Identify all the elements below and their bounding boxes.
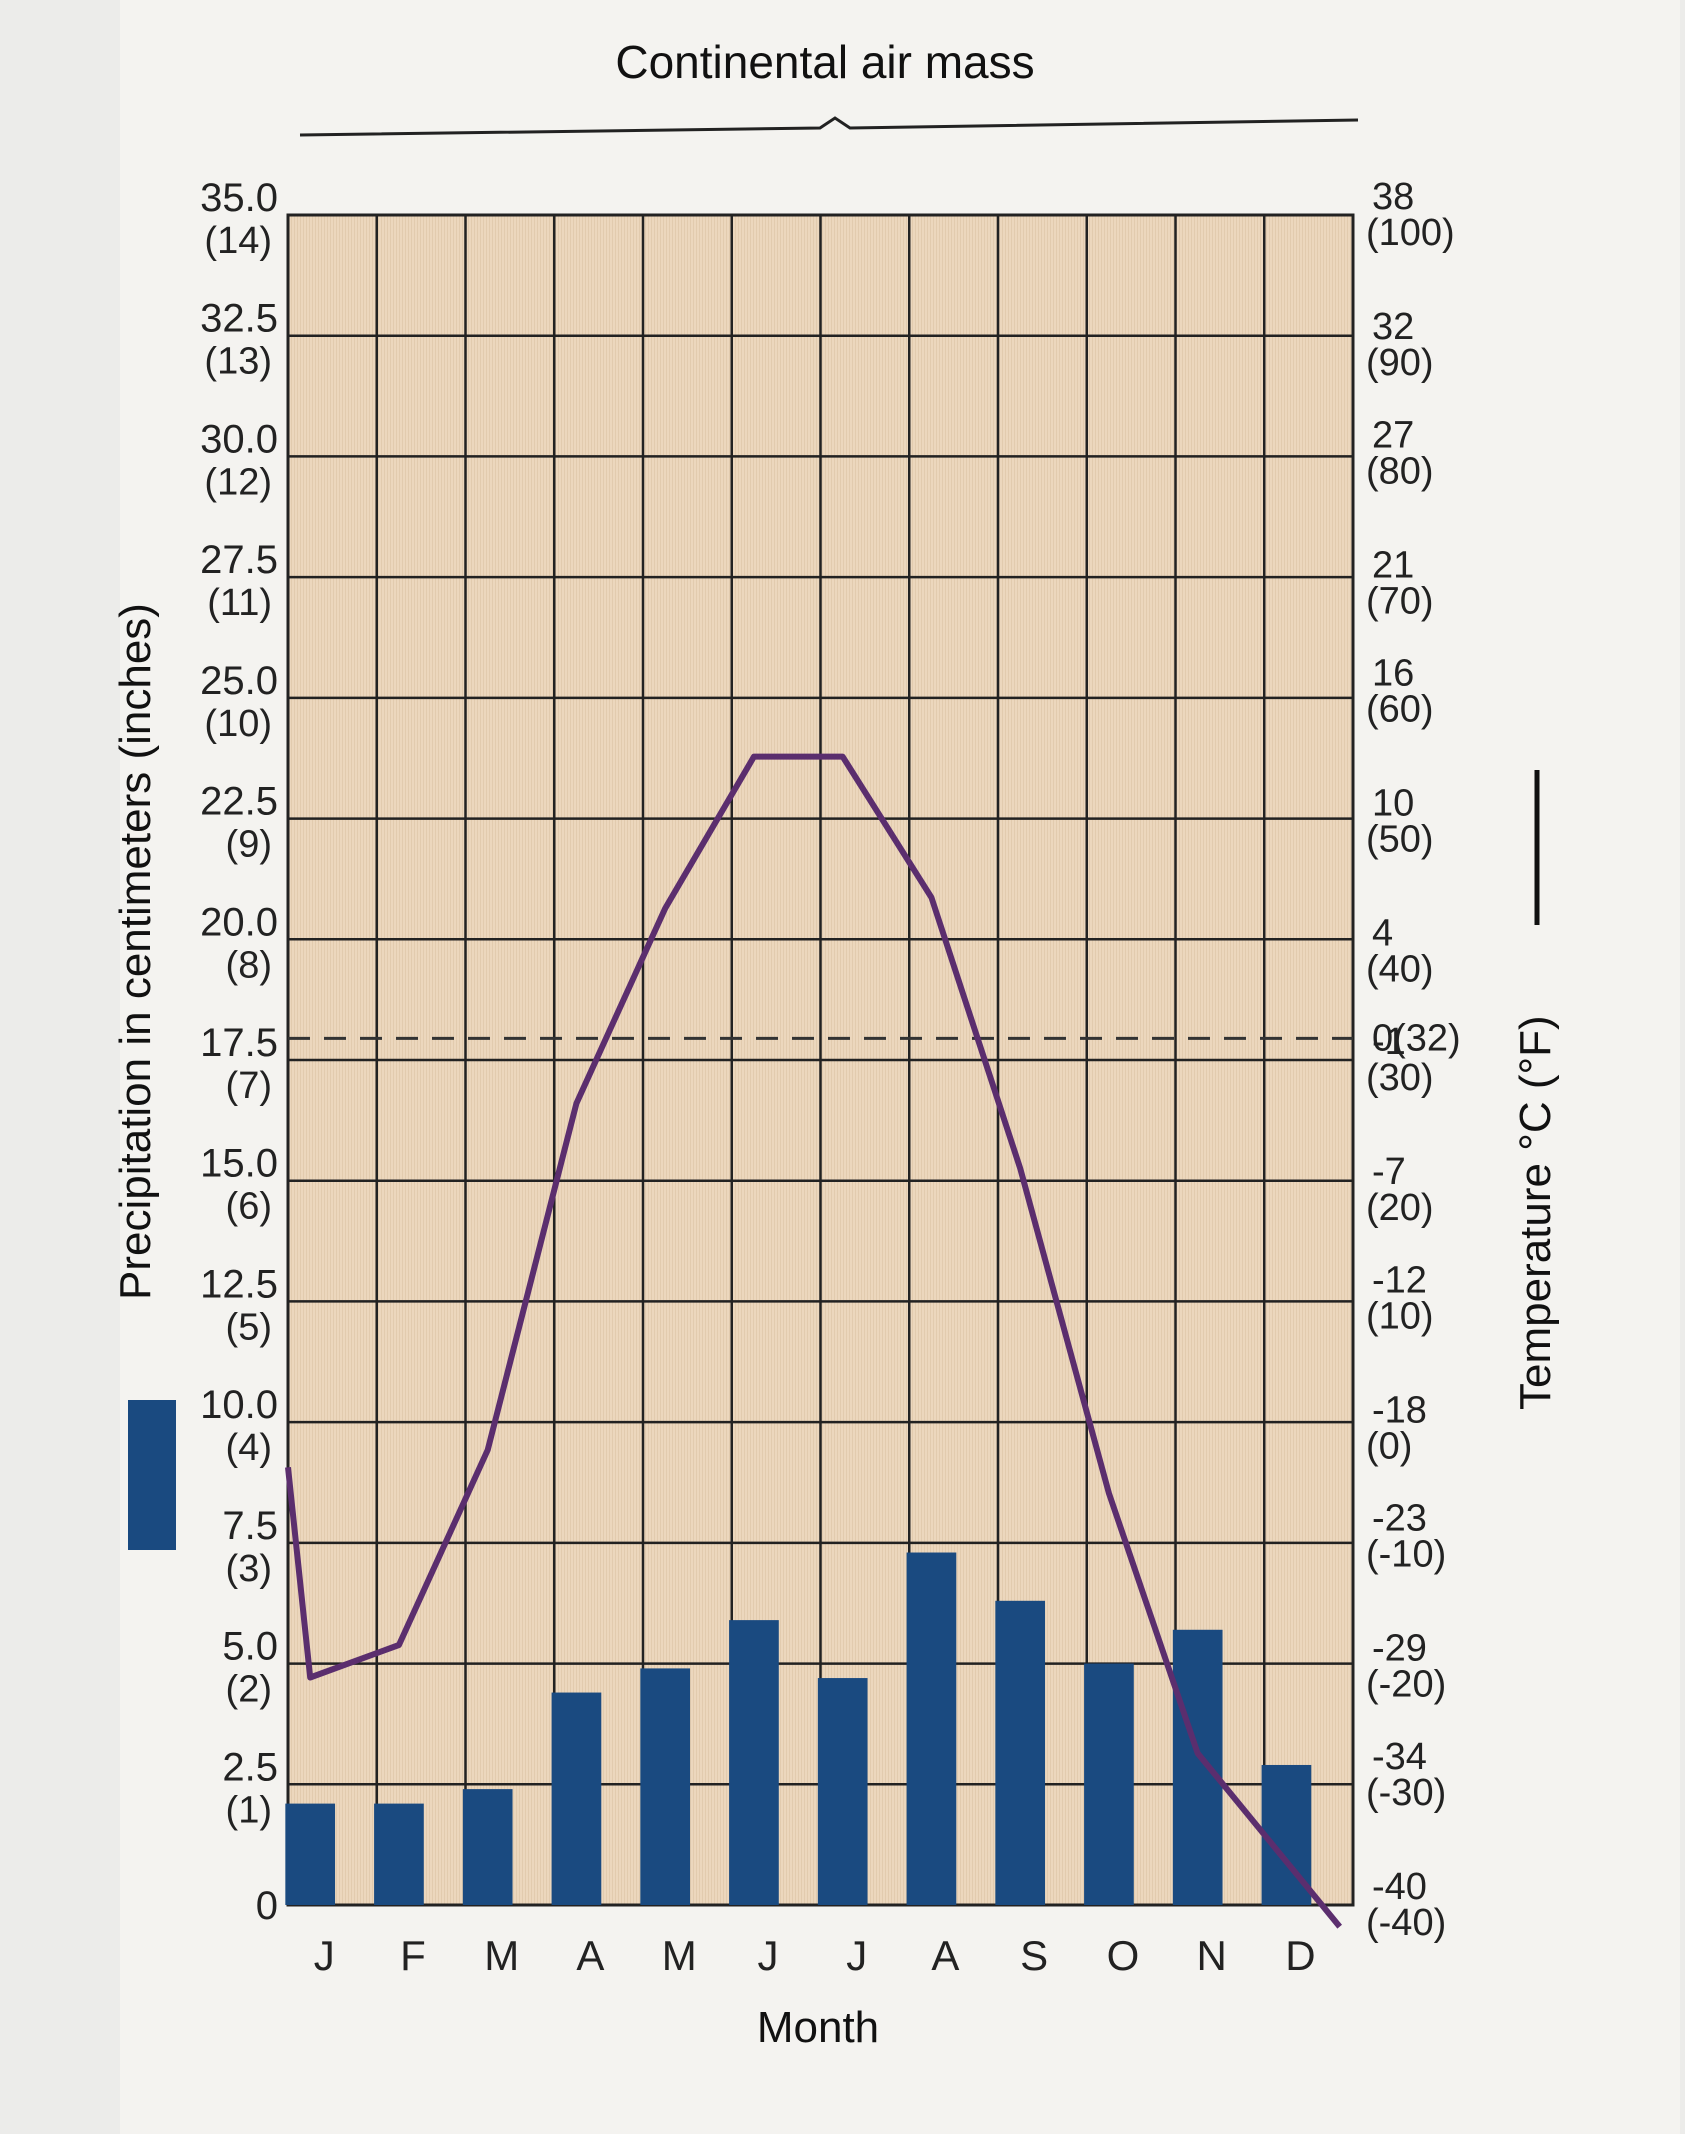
precipitation-bar	[374, 1803, 424, 1905]
left-tick-label: 27.5	[200, 538, 278, 582]
month-tick-label: O	[1107, 1932, 1140, 1979]
right-tick-label: -1	[1372, 1021, 1406, 1063]
right-tick-sublabel: (-20)	[1366, 1664, 1446, 1706]
right-tick-sublabel: (10)	[1366, 1295, 1434, 1337]
left-tick-label: 17.5	[200, 1021, 278, 1065]
month-tick-label: A	[576, 1932, 604, 1979]
left-tick-sublabel: (1)	[226, 1789, 272, 1831]
left-tick-label: 0	[256, 1884, 278, 1928]
left-tick-sublabel: (2)	[226, 1669, 272, 1711]
left-tick-label: 25.0	[200, 659, 278, 703]
precipitation-bar	[995, 1600, 1046, 1905]
left-tick-sublabel: (14)	[204, 220, 272, 262]
right-axis-label: Temperature °C (°F)	[1511, 1015, 1560, 1410]
left-axis-ticks: 0 2.5(1) 5.0(2) 7.5(3) 10.0(4) 12.5(5) 15.0(6)…	[200, 176, 278, 1928]
left-tick-sublabel: (7)	[226, 1065, 272, 1107]
x-axis-label: Month	[757, 2003, 879, 2052]
left-tick-label: 30.0	[200, 417, 278, 461]
month-tick-label: N	[1197, 1932, 1227, 1979]
right-tick-sublabel: (90)	[1366, 342, 1434, 384]
right-tick-sublabel: (20)	[1366, 1187, 1434, 1229]
left-tick-sublabel: (5)	[226, 1306, 272, 1348]
precipitation-bar	[551, 1692, 602, 1905]
left-tick-label: 5.0	[222, 1625, 278, 1669]
right-tick-label: -29	[1372, 1628, 1427, 1670]
right-tick-label: 16	[1372, 653, 1414, 695]
month-tick-label: M	[662, 1932, 697, 1979]
legend-precipitation-swatch	[128, 1400, 176, 1550]
left-tick-label: 35.0	[200, 176, 278, 220]
month-tick-label: D	[1285, 1932, 1315, 1979]
right-tick-label: -23	[1372, 1498, 1427, 1540]
precipitation-bar	[640, 1668, 691, 1905]
right-tick-label: 0(32)	[1372, 1017, 1461, 1059]
left-tick-sublabel: (12)	[204, 461, 272, 503]
right-tick-sublabel: (30)	[1366, 1057, 1434, 1099]
left-tick-sublabel: (11)	[207, 582, 272, 624]
left-tick-label: 20.0	[200, 900, 278, 944]
right-tick-label: 10	[1372, 783, 1414, 825]
precipitation-bar	[285, 1803, 336, 1905]
left-tick-sublabel: (13)	[204, 341, 272, 383]
right-tick-label: 27	[1372, 414, 1414, 456]
month-tick-label: J	[846, 1932, 867, 1979]
right-tick-label: 4	[1372, 913, 1393, 955]
left-tick-sublabel: (4)	[226, 1427, 272, 1469]
left-tick-label: 32.5	[200, 297, 278, 341]
grid-lines	[288, 215, 1353, 1905]
month-tick-label: F	[400, 1932, 426, 1979]
right-tick-sublabel: (60)	[1366, 689, 1434, 731]
month-tick-label: J	[757, 1932, 778, 1979]
right-tick-label: -12	[1372, 1259, 1427, 1301]
right-tick-label: -34	[1372, 1736, 1427, 1778]
left-tick-label: 12.5	[200, 1262, 278, 1306]
left-axis-title-group: Precipitation in centimeters (inches)	[111, 603, 160, 1300]
left-tick-sublabel: (3)	[226, 1548, 272, 1590]
left-tick-sublabel: (6)	[226, 1186, 272, 1228]
precipitation-bar	[906, 1552, 957, 1905]
precipitation-bar	[1084, 1663, 1134, 1905]
left-tick-label: 22.5	[200, 780, 278, 824]
left-tick-sublabel: (10)	[204, 703, 272, 745]
right-tick-sublabel: (70)	[1366, 580, 1434, 622]
precipitation-bar	[1172, 1629, 1223, 1905]
right-tick-sublabel: (100)	[1366, 212, 1455, 254]
title-bracket	[299, 116, 1359, 137]
right-tick-label: -18	[1372, 1389, 1427, 1431]
right-tick-sublabel: (-40)	[1366, 1902, 1446, 1944]
chart-title: Continental air mass	[615, 36, 1034, 88]
left-tick-label: 7.5	[222, 1504, 278, 1548]
right-tick-label: 21	[1372, 544, 1414, 586]
right-axis-ticks: -40(-40) -34(-30) -29(-20) -23(-10) -18(0) -1…	[1366, 176, 1461, 1944]
left-tick-label: 2.5	[222, 1745, 278, 1789]
precipitation-bar	[462, 1789, 513, 1905]
right-tick-sublabel: (50)	[1366, 819, 1434, 861]
precipitation-bar	[729, 1620, 779, 1905]
month-tick-label: S	[1020, 1932, 1048, 1979]
temperature-line	[285, 753, 1343, 1929]
right-axis-title-group: Temperature °C (°F)	[1511, 1015, 1560, 1410]
right-tick-sublabel: (40)	[1366, 949, 1434, 991]
left-tick-label: 10.0	[200, 1383, 278, 1427]
left-axis-label: Precipitation in centimeters (inches)	[111, 603, 160, 1300]
left-tick-sublabel: (8)	[226, 944, 272, 986]
precipitation-bar	[817, 1678, 868, 1905]
right-tick-sublabel: (0)	[1366, 1425, 1412, 1467]
right-tick-sublabel: (-10)	[1366, 1534, 1446, 1576]
right-tick-sublabel: (80)	[1366, 450, 1434, 492]
left-tick-sublabel: (9)	[226, 824, 272, 866]
right-tick-label: 32	[1372, 306, 1414, 348]
right-tick-label: 38	[1372, 176, 1414, 218]
left-tick-label: 15.0	[200, 1142, 278, 1186]
month-tick-label: M	[484, 1932, 519, 1979]
right-tick-label: -40	[1372, 1866, 1427, 1908]
right-tick-label: -7	[1372, 1151, 1406, 1193]
month-tick-label: A	[931, 1932, 959, 1979]
right-tick-sublabel: (-30)	[1366, 1772, 1446, 1814]
month-tick-label: J	[314, 1932, 335, 1979]
